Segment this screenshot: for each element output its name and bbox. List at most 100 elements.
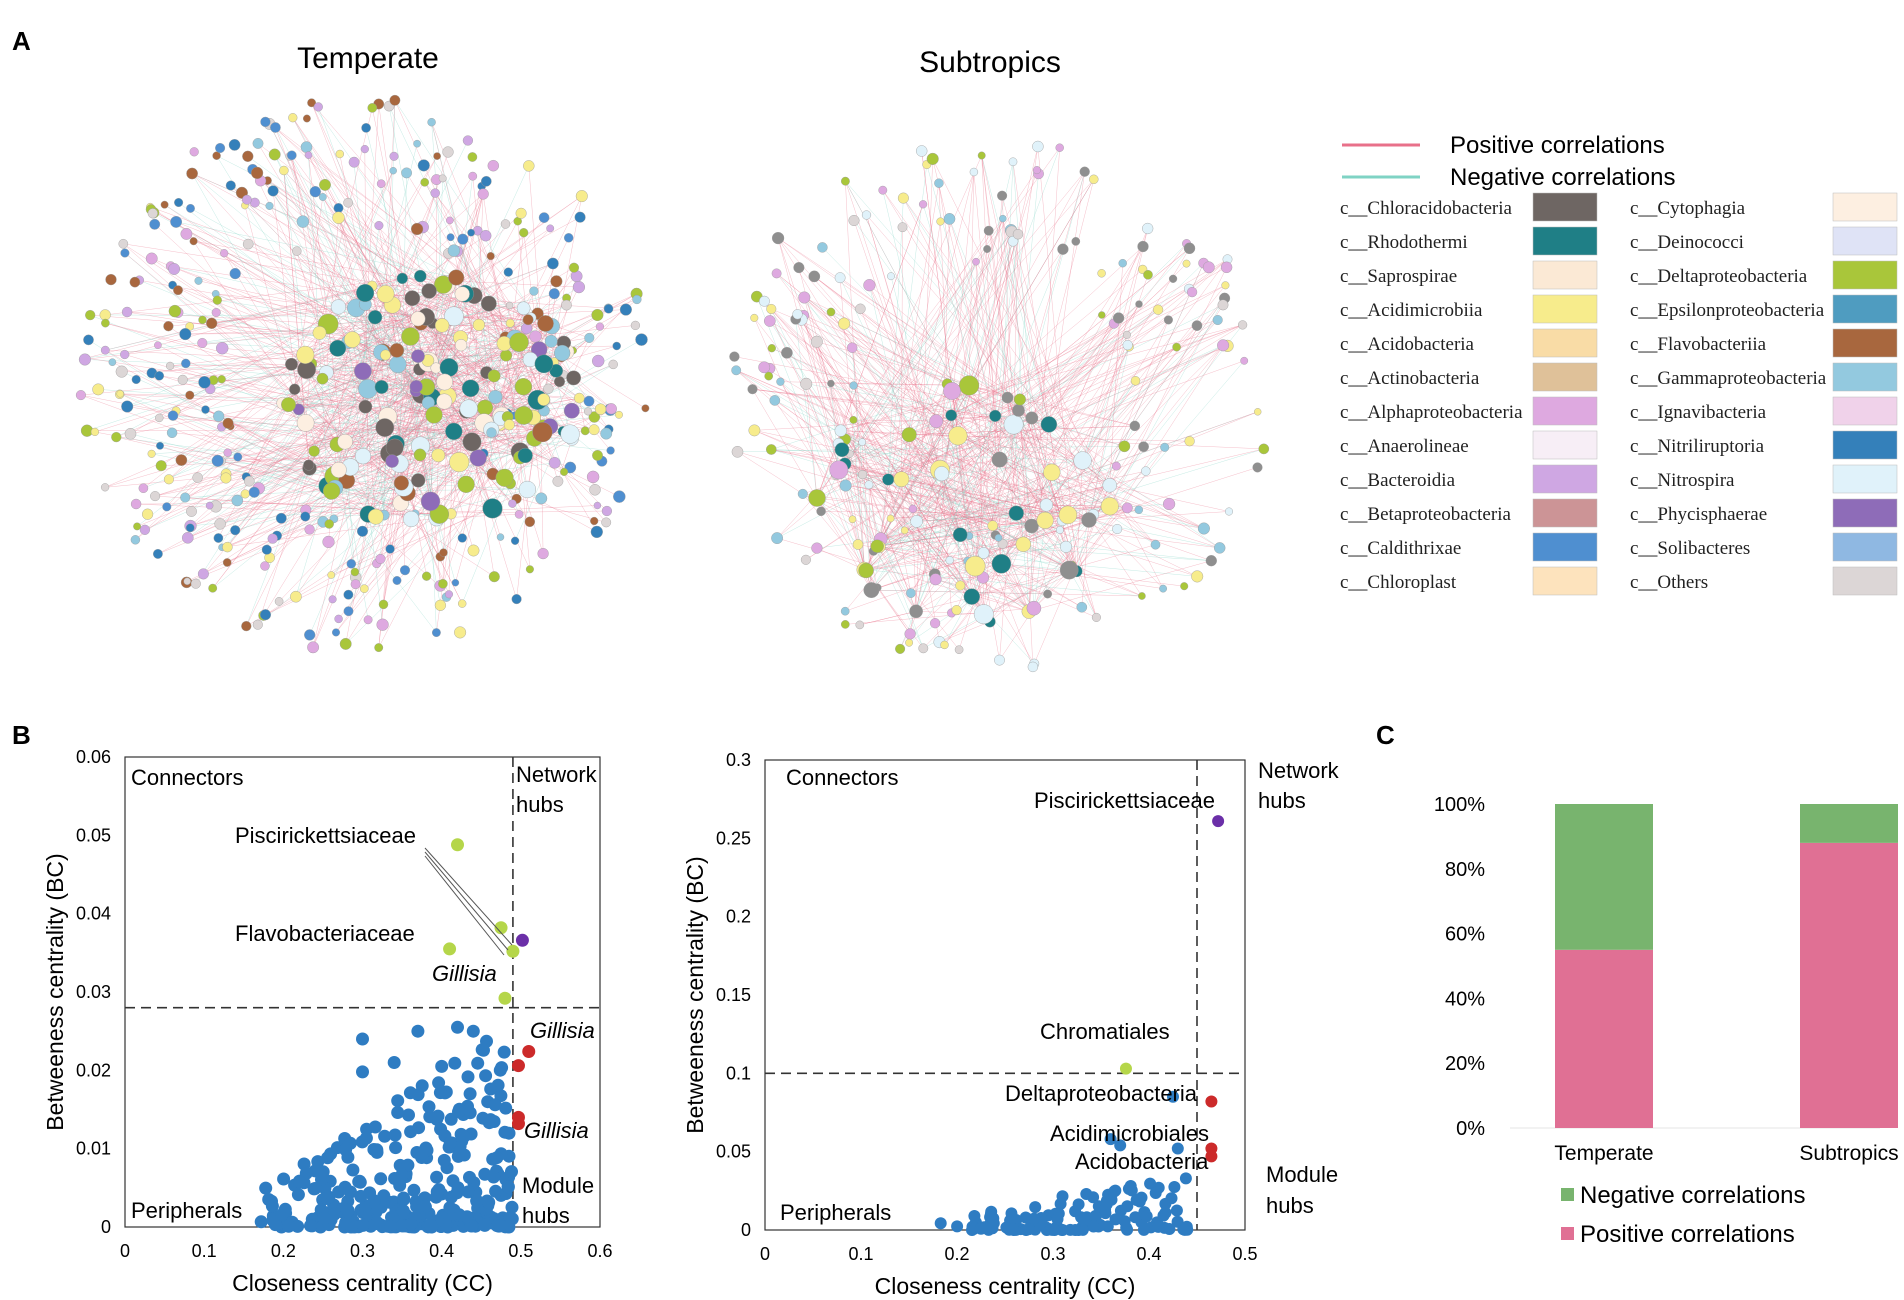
network-node <box>302 114 311 123</box>
network-node <box>503 267 513 277</box>
network-node <box>615 410 623 419</box>
network-node <box>901 427 917 443</box>
legend-class-label: c__Caldithrixae <box>1340 538 1461 559</box>
y-tick-label: 0.15 <box>716 985 751 1005</box>
network-edge <box>534 438 608 512</box>
network-edge <box>935 421 1034 667</box>
network-edge <box>348 293 463 612</box>
network-node <box>401 327 420 346</box>
network-node <box>288 113 298 123</box>
network-edge <box>221 457 479 548</box>
scatter-point <box>1179 1172 1192 1185</box>
network-node <box>431 448 446 463</box>
network-edge <box>1013 424 1205 529</box>
network-node <box>446 233 455 242</box>
network-edge <box>442 178 528 490</box>
network-node <box>337 433 353 450</box>
network-node <box>829 460 849 480</box>
scatter-point <box>476 1111 490 1125</box>
network-node <box>926 152 939 165</box>
legend-class-label: c__Chloroplast <box>1340 572 1457 593</box>
network-node <box>462 135 474 146</box>
highlight-point <box>494 921 508 935</box>
network-edge <box>871 589 1142 597</box>
network-edge <box>155 447 395 497</box>
scatter-point <box>484 1082 498 1096</box>
network-edge <box>830 311 1021 400</box>
scatter-point <box>384 1220 398 1234</box>
scatter-point <box>455 1134 469 1148</box>
network-edge <box>845 181 865 570</box>
network-edge <box>851 347 878 547</box>
network-edge <box>804 297 1032 527</box>
network-edge <box>888 324 1243 480</box>
network-node <box>952 527 968 543</box>
network-node <box>335 149 344 159</box>
network-edge <box>786 352 941 471</box>
network-edge <box>879 183 940 547</box>
network-node <box>857 470 868 480</box>
network-node <box>848 515 857 524</box>
network-node <box>160 200 169 209</box>
network-node <box>488 571 500 583</box>
network-edge <box>916 346 1177 522</box>
network-edge <box>88 339 331 495</box>
network-node <box>439 548 448 557</box>
network-edge <box>1044 346 1130 521</box>
scatter-point <box>341 1204 355 1218</box>
network-edge <box>805 469 941 561</box>
network-node <box>1013 393 1026 406</box>
scatter-point <box>265 1199 279 1213</box>
network-node <box>550 275 563 288</box>
network-node <box>764 315 776 327</box>
network-node <box>400 565 411 576</box>
network-edge <box>901 479 936 580</box>
network-edge <box>862 474 961 535</box>
network-edge <box>890 276 973 597</box>
network-edge <box>1082 460 1156 545</box>
legend-class-label: c__Betaproteobacteria <box>1340 504 1511 525</box>
network-node <box>133 522 142 531</box>
network-node <box>413 448 427 462</box>
network-edge <box>190 475 335 527</box>
network-edge <box>1018 243 1187 411</box>
highlight-point <box>1205 1150 1218 1163</box>
scatter-point <box>1168 1181 1181 1193</box>
network-edge <box>981 155 1070 571</box>
network-edge <box>306 369 441 557</box>
network-edge <box>968 241 1014 386</box>
network-node <box>457 475 475 493</box>
legend-class-swatch <box>1832 532 1898 562</box>
network-node <box>90 427 100 437</box>
legend-class-swatch <box>1832 192 1898 222</box>
network-node <box>374 220 384 230</box>
scatter-point <box>1072 1198 1085 1211</box>
network-edge <box>244 205 299 410</box>
network-node <box>800 554 811 565</box>
network-node <box>411 473 426 488</box>
network-edge <box>353 162 385 516</box>
network-node <box>600 427 613 440</box>
network-node <box>605 403 617 415</box>
network-edge <box>1044 520 1073 565</box>
network-edge <box>557 438 573 482</box>
network-edge <box>959 415 996 535</box>
network-node <box>231 494 244 507</box>
scatter-temperate: 0 0.1 0.2 0.3 0.4 0.5 0.600.010.020.030.040.05… <box>42 747 613 1296</box>
network-edge <box>951 390 1030 612</box>
network-edge <box>1007 248 1190 398</box>
network-edge <box>840 430 1220 549</box>
network-node <box>1071 237 1081 246</box>
network-node <box>431 628 441 637</box>
network-node <box>241 194 252 205</box>
network-edge <box>442 325 552 327</box>
network-node <box>943 382 961 400</box>
category-label: Temperate <box>1554 1142 1653 1165</box>
network-edge <box>916 570 1077 612</box>
network-edge <box>105 278 403 316</box>
legend-class-swatch <box>1532 226 1598 256</box>
network-edge <box>877 534 961 547</box>
network-edge <box>202 342 531 360</box>
network-node <box>214 518 226 530</box>
network-edge <box>840 385 854 431</box>
